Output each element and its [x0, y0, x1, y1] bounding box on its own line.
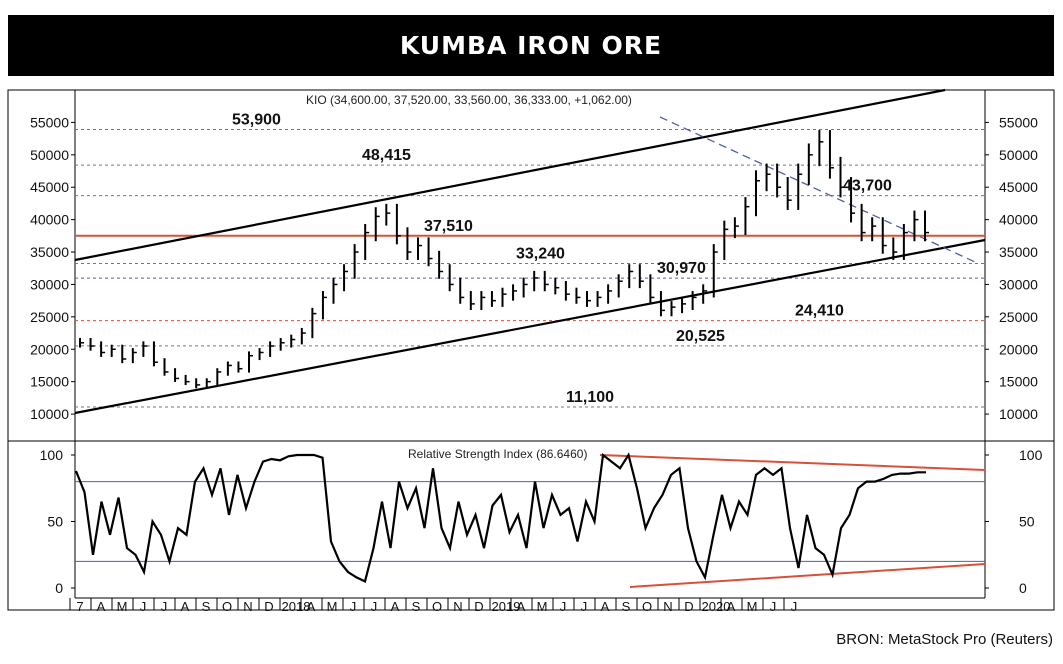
x-tick-label: J: [371, 599, 378, 614]
x-tick-label: A: [517, 599, 526, 614]
price-tick-label-left: 45000: [30, 179, 69, 195]
price-tick-label-right: 35000: [999, 244, 1038, 260]
x-tick-label: O: [222, 599, 232, 614]
price-tick-label-right: 50000: [999, 147, 1038, 163]
price-axis-left: 10000 15000 20000 25000 30000 35000 40000 45000…: [30, 114, 75, 422]
rsi-trendlines: [599, 454, 986, 588]
source-note: BRON: MetaStock Pro (Reuters): [836, 631, 1053, 648]
level-label: 20,525: [676, 328, 725, 345]
price-tick-label-right: 40000: [999, 212, 1038, 228]
outer-frame: [7, 89, 1055, 611]
rsi-lower-trendline: [629, 563, 986, 588]
price-tick-label-right: 30000: [999, 276, 1038, 292]
level-label: 48,415: [362, 147, 411, 164]
price-tick-label-left: 40000: [30, 212, 69, 228]
x-tick-label: J: [161, 599, 168, 614]
channel-upper: [74, 88, 946, 262]
rsi-tick-label-right: 0: [1019, 580, 1027, 596]
price-axis-right: 10000 15000 20000 25000 30000 35000 40000 45000…: [985, 114, 1038, 422]
rsi-tick-label-left: 100: [40, 447, 64, 463]
x-tick-label: A: [727, 599, 736, 614]
level-labels: 53,900 48,415 43,700 37,510 33,240 30,970 24,4…: [232, 112, 892, 406]
downtrend-line: [659, 116, 976, 263]
price-tick-label-right: 15000: [999, 374, 1038, 390]
level-label: 43,700: [843, 178, 892, 195]
title-bar: KUMBA IRON ORE: [8, 15, 1054, 76]
x-tick-label: D: [264, 599, 273, 614]
price-tick-label-left: 10000: [30, 406, 69, 422]
x-tick-label: J: [770, 599, 777, 614]
x-tick-label: M: [117, 599, 128, 614]
x-tick-label: J: [140, 599, 147, 614]
price-bars: [79, 130, 929, 389]
x-tick-label: M: [537, 599, 548, 614]
x-tick-label: S: [412, 599, 421, 614]
price-tick-label-right: 20000: [999, 341, 1038, 357]
price-tick-label-right: 10000: [999, 406, 1038, 422]
x-tick-label: N: [663, 599, 672, 614]
x-tick-label: M: [327, 599, 338, 614]
level-label: 53,900: [232, 112, 281, 129]
price-tick-label-left: 20000: [30, 341, 69, 357]
price-tick-label-left: 50000: [30, 147, 69, 163]
x-tick-label: N: [453, 599, 462, 614]
price-tick-label-left: 30000: [30, 276, 69, 292]
kio-legend: KIO (34,600.00, 37,520.00, 33,560.00, 36…: [306, 93, 632, 107]
x-tick-label: J: [350, 599, 357, 614]
x-tick-label: D: [474, 599, 483, 614]
rsi-tick-label-left: 0: [55, 580, 63, 596]
x-tick-label: 2019: [492, 599, 521, 614]
price-gridlines: [75, 129, 985, 408]
x-tick-label: J: [560, 599, 567, 614]
rsi-gridlines: [75, 481, 985, 562]
price-tick-label-left: 15000: [30, 374, 69, 390]
rsi-upper-trendline: [599, 454, 986, 471]
price-tick-label-right: 45000: [999, 179, 1038, 195]
price-tick-label-right: 55000: [999, 114, 1038, 130]
rsi-tick-label-right: 100: [1019, 447, 1043, 463]
rsi-tick-label-right: 50: [1019, 514, 1035, 530]
x-tick-label: A: [97, 599, 106, 614]
x-tick-label: S: [202, 599, 211, 614]
x-tick-label: S: [622, 599, 631, 614]
level-label: 24,410: [795, 303, 844, 320]
trend-channel: [74, 88, 986, 415]
price-tick-label-left: 55000: [30, 114, 69, 130]
x-tick-label: J: [791, 599, 798, 614]
x-tick-label: 2018: [282, 599, 311, 614]
x-tick-label: J: [581, 599, 588, 614]
x-tick-label: D: [684, 599, 693, 614]
level-label: 30,970: [657, 260, 706, 277]
price-tick-label-left: 25000: [30, 309, 69, 325]
x-tick-label: A: [391, 599, 400, 614]
x-tick-label: M: [747, 599, 758, 614]
rsi-line: [74, 452, 926, 583]
price-tick-label-left: 35000: [30, 244, 69, 260]
level-label: 37,510: [424, 218, 473, 235]
rsi-tick-label-left: 50: [47, 514, 63, 530]
x-tick-label: O: [432, 599, 442, 614]
x-tick-label: 7: [76, 599, 83, 614]
price-tick-label-right: 25000: [999, 309, 1038, 325]
x-tick-label: A: [601, 599, 610, 614]
chart-title: KUMBA IRON ORE: [399, 31, 663, 60]
chart-frame: [7, 89, 1055, 611]
x-tick-label: 2020: [702, 599, 731, 614]
x-tick-label: O: [642, 599, 652, 614]
x-tick-label: N: [243, 599, 252, 614]
level-label: 33,240: [516, 245, 565, 262]
rsi-axis-left: 0 50 100: [40, 447, 75, 596]
x-tick-label: A: [307, 599, 316, 614]
rsi-legend: Relative Strength Index (86.6460): [408, 447, 587, 461]
level-label: 11,100: [566, 389, 614, 406]
x-tick-label: A: [181, 599, 190, 614]
channel-lower: [74, 238, 986, 415]
rsi-axis-right: 0 50 100: [985, 447, 1043, 596]
